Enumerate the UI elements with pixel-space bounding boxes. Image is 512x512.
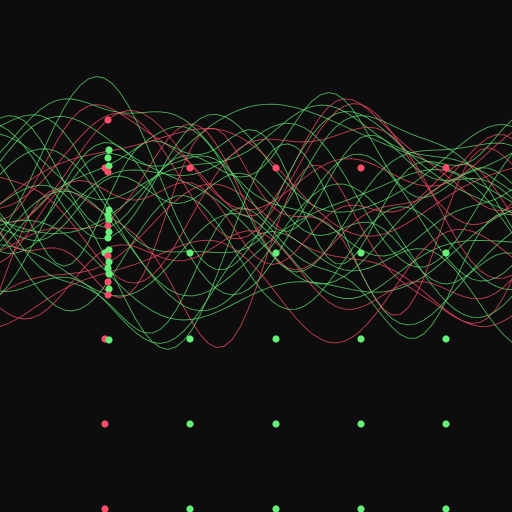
dot-green (186, 505, 194, 512)
cluster-dot-green (104, 154, 112, 162)
cluster-dot-green (105, 270, 113, 278)
cluster-dot-green (105, 285, 113, 293)
dot-green (272, 420, 280, 428)
cluster-dot-green (104, 234, 112, 242)
wave-line-green (0, 119, 512, 267)
dot-red (357, 164, 365, 172)
wave-line-green (0, 195, 512, 312)
wave-line-green (0, 148, 512, 297)
wave-line-green (0, 92, 512, 228)
wave-line-green (0, 209, 512, 321)
dot-red (101, 505, 109, 512)
dot-green (272, 249, 280, 257)
cluster-dot-red (104, 222, 112, 230)
dot-red (442, 164, 450, 172)
cluster-dot-green (105, 216, 113, 224)
wave-line-red (0, 230, 512, 320)
wave-line-green (0, 103, 512, 235)
wave-line-green (0, 113, 512, 240)
cluster-dot-green (105, 146, 113, 154)
dot-green (357, 249, 365, 257)
cluster-dot-green (105, 246, 113, 254)
cluster-dot-green (105, 258, 113, 266)
cluster-dot-green (105, 336, 113, 344)
wave-line-green (0, 122, 512, 268)
dot-green (442, 249, 450, 257)
dot-green (442, 335, 450, 343)
cluster-dot-red (104, 291, 112, 299)
dot-green (357, 420, 365, 428)
dot-green (272, 505, 280, 512)
wave-line-green (0, 143, 512, 350)
dot-grid (101, 116, 450, 512)
cluster-dot-green (105, 228, 113, 236)
wave-line-red (0, 228, 512, 344)
dot-red (186, 164, 194, 172)
wave-lines (0, 76, 512, 350)
dot-green (272, 335, 280, 343)
wave-line-green (0, 114, 512, 254)
dot-green (357, 505, 365, 512)
wave-line-green (0, 76, 512, 271)
wave-line-red (0, 163, 512, 265)
cluster-dot-red (104, 168, 112, 176)
cluster-dot-red (104, 116, 112, 124)
wave-line-green (0, 98, 512, 257)
wave-line-red (0, 110, 512, 223)
cluster-dot-red (104, 252, 112, 260)
wave-line-green (0, 213, 512, 299)
cluster-dot-green (104, 264, 112, 272)
dot-red (101, 420, 109, 428)
dot-green (186, 420, 194, 428)
dot-green (442, 420, 450, 428)
dot-green (186, 249, 194, 257)
cluster-dot-green (105, 162, 113, 170)
dot-green (186, 335, 194, 343)
wave-line-red (0, 128, 512, 316)
wave-line-green (0, 207, 512, 339)
wave-line-green (0, 172, 512, 285)
wave-line-red (0, 183, 512, 327)
dot-red (272, 164, 280, 172)
wave-line-red (0, 126, 512, 284)
cluster-dot-red (104, 278, 112, 286)
dot-green (357, 335, 365, 343)
wave-line-red (0, 164, 512, 348)
wave-line-green (0, 126, 512, 273)
wave-line-red (0, 128, 512, 237)
dot-green (442, 505, 450, 512)
